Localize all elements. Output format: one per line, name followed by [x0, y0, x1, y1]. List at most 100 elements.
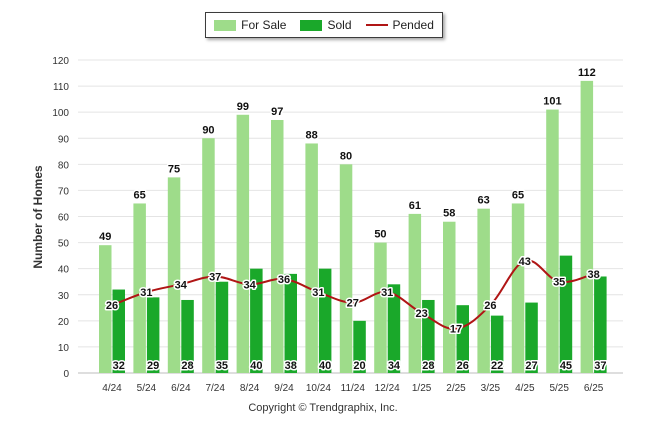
data-label-for-sale-halo: 50: [374, 229, 386, 241]
y-tick-label: 120: [52, 56, 69, 67]
data-label-pended: 26: [484, 300, 496, 312]
bar-sold: [456, 305, 469, 373]
data-label-sold-halo: 27: [525, 360, 537, 372]
bar-sold: [215, 281, 229, 373]
data-label-sold: 40: [319, 360, 331, 372]
data-label-pended: 35: [553, 277, 565, 289]
data-label-pended: 36: [278, 274, 290, 286]
data-label-for-sale: 65: [512, 189, 524, 201]
data-label-for-sale: 65: [134, 189, 146, 201]
data-label-pended-halo: 43: [519, 256, 531, 268]
data-label-for-sale-halo: 90: [202, 124, 214, 136]
bar-sold: [284, 273, 297, 373]
data-label-sold-halo: 28: [422, 360, 434, 372]
data-label-for-sale: 90: [202, 124, 214, 136]
bar-for-sale: [271, 119, 284, 373]
data-label-pended-halo: 23: [415, 308, 427, 320]
x-tick-label: 10/24: [306, 383, 331, 394]
data-label-sold: 22: [491, 360, 503, 372]
data-label-for-sale-halo: 65: [512, 189, 524, 201]
x-tick-label: 6/24: [171, 383, 191, 394]
data-labels: 4949323226266565292931317575282834349090…: [98, 65, 608, 373]
data-label-for-sale-halo: 49: [99, 231, 111, 243]
legend-swatch-sold: [300, 19, 323, 31]
data-label-pended: 34: [243, 279, 256, 291]
data-label-pended-halo: 34: [243, 279, 256, 291]
copyright-text: Copyright © Trendgraphix, Inc.: [248, 402, 398, 414]
bar-sold: [112, 289, 125, 373]
data-label-pended: 38: [587, 269, 599, 281]
data-label-sold: 27: [525, 360, 537, 372]
x-tick-label: 1/25: [412, 383, 432, 394]
legend-item-pended[interactable]: Pended: [365, 18, 434, 32]
data-label-for-sale-halo: 75: [168, 163, 180, 175]
data-label-sold-halo: 26: [457, 360, 469, 372]
data-label-sold: 34: [388, 360, 401, 372]
data-label-sold-halo: 38: [285, 360, 297, 372]
data-label-sold: 29: [147, 360, 159, 372]
data-label-sold: 32: [113, 360, 125, 372]
data-label-pended: 34: [175, 279, 188, 291]
y-tick-label: 90: [58, 134, 70, 145]
legend-item-for-sale[interactable]: For Sale: [214, 18, 286, 32]
data-label-for-sale: 61: [409, 200, 421, 212]
data-label-for-sale-halo: 99: [237, 101, 249, 113]
bar-for-sale: [546, 109, 559, 373]
legend: For Sale Sold Pended: [205, 12, 443, 38]
bar-for-sale: [202, 138, 215, 373]
legend-label-for-sale: For Sale: [241, 18, 287, 32]
data-label-pended-halo: 36: [278, 274, 290, 286]
data-label-pended-halo: 37: [209, 271, 221, 283]
data-label-for-sale-halo: 88: [306, 129, 318, 141]
data-label-sold-halo: 22: [491, 360, 503, 372]
data-label-for-sale: 88: [306, 129, 318, 141]
data-label-sold: 28: [181, 360, 193, 372]
data-label-for-sale: 101: [543, 96, 561, 108]
x-tick-labels: 4/24 5/24 6/24 7/24 8/24 9/24 10/24 11/24 12/24 1…: [102, 383, 604, 394]
x-tick-label: 11/24: [341, 383, 366, 394]
data-label-pended-halo: 26: [106, 300, 118, 312]
data-label-sold-halo: 29: [147, 360, 159, 372]
bar-sold: [146, 297, 160, 373]
bar-sold: [353, 320, 366, 373]
data-label-for-sale: 97: [271, 106, 283, 118]
data-label-pended-halo: 34: [175, 279, 188, 291]
x-tick-label: 6/25: [584, 383, 604, 394]
data-label-for-sale: 112: [578, 67, 596, 79]
bar-sold: [318, 268, 332, 373]
bar-for-sale: [339, 164, 353, 373]
bar-sold: [387, 284, 401, 373]
data-label-pended-halo: 17: [450, 324, 462, 336]
legend-swatch-for-sale: [214, 19, 237, 31]
pended-line: [111, 259, 594, 330]
data-label-pended-halo: 27: [347, 298, 359, 310]
data-label-sold: 45: [560, 360, 572, 372]
bar-for-sale: [133, 203, 146, 373]
data-label-pended: 26: [106, 300, 118, 312]
bars: [99, 80, 607, 374]
data-label-sold: 28: [422, 360, 434, 372]
data-label-sold-halo: 40: [250, 360, 262, 372]
data-label-sold-halo: 20: [353, 360, 365, 372]
data-label-pended-halo: 38: [587, 269, 599, 281]
bar-sold: [181, 299, 194, 373]
pended-line-path: [111, 259, 594, 330]
y-tick-label: 110: [53, 82, 69, 93]
y-tick-label: 60: [58, 213, 70, 224]
bar-for-sale: [236, 114, 250, 374]
data-label-for-sale: 75: [168, 163, 180, 175]
data-label-for-sale: 58: [443, 208, 455, 220]
bar-for-sale: [443, 221, 456, 373]
bar-for-sale: [305, 143, 318, 373]
bar-sold: [559, 255, 573, 373]
y-tick-label: 40: [58, 265, 70, 276]
y-tick-label: 80: [58, 160, 70, 171]
bar-for-sale: [580, 80, 594, 373]
data-label-pended: 23: [415, 308, 427, 320]
data-label-sold: 20: [353, 360, 365, 372]
bar-sold: [594, 276, 607, 373]
legend-item-sold[interactable]: Sold: [300, 18, 352, 32]
x-tick-label: 12/24: [375, 383, 400, 394]
x-tick-label: 5/24: [137, 383, 157, 394]
